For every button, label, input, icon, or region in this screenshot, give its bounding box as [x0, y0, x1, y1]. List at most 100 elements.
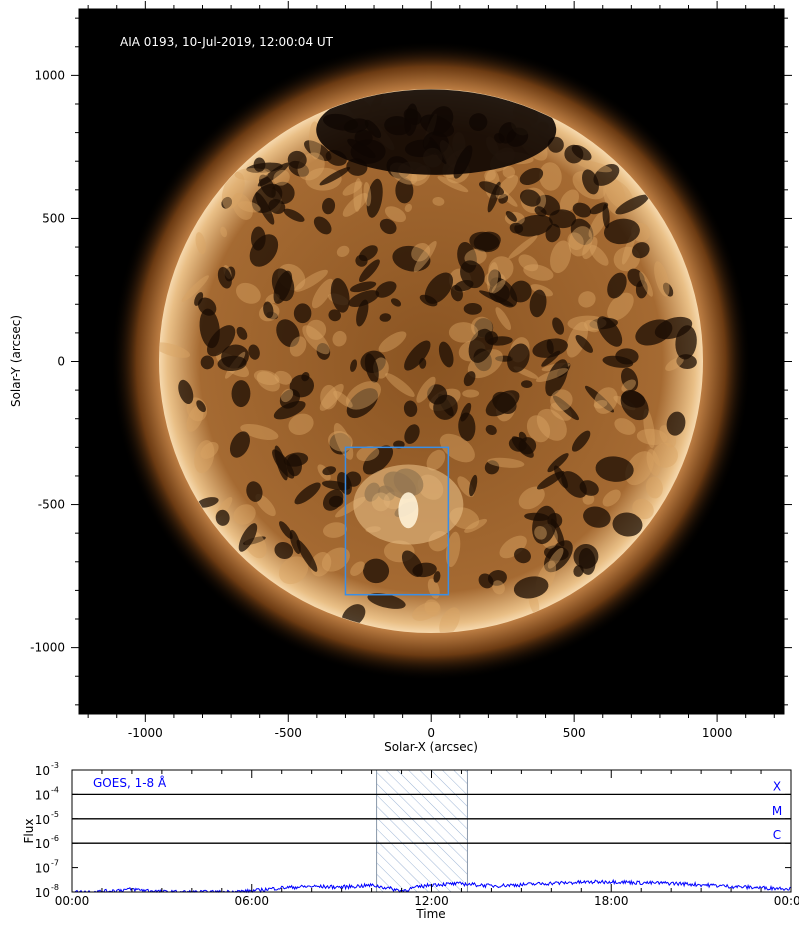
x-tick-label: 00:00 — [774, 894, 799, 908]
dark-region — [575, 335, 593, 353]
bright-region — [602, 489, 621, 507]
bright-region — [220, 226, 228, 238]
bright-region — [186, 404, 204, 432]
image-axes-ticks: -1000 -500 0 500 1000 -1000 -500 0 500 1000 — [30, 1, 792, 740]
dark-region — [424, 272, 454, 304]
goes-ylabel: Flux — [22, 819, 36, 844]
bright-region — [322, 522, 347, 538]
dark-region — [229, 431, 250, 458]
x-tick-label: 500 — [563, 726, 586, 740]
dark-region — [513, 576, 549, 599]
dark-region — [520, 380, 533, 388]
dark-region — [498, 193, 509, 204]
dark-region — [505, 211, 517, 222]
flare-class-label: C — [773, 828, 781, 842]
dark-region — [632, 242, 650, 259]
x-tick-label: -1000 — [128, 726, 163, 740]
dark-region — [603, 218, 640, 245]
dark-region — [438, 341, 454, 368]
image-title: AIA 0193, 10-Jul-2019, 12:00:04 UT — [120, 35, 334, 49]
dark-region — [236, 326, 248, 340]
dark-region — [433, 571, 441, 583]
bright-region — [484, 169, 496, 181]
dark-region — [199, 308, 220, 349]
dark-region — [268, 199, 286, 214]
bright-region — [345, 381, 382, 410]
bright-region — [594, 387, 618, 414]
bright-region — [499, 535, 527, 559]
dark-region — [362, 445, 394, 475]
dark-region — [532, 505, 557, 545]
dark-region — [403, 400, 418, 417]
bright-region — [539, 162, 562, 191]
dark-region — [231, 380, 251, 408]
flare-class-label: M — [772, 804, 782, 818]
bright-region — [448, 322, 479, 343]
bright-region — [589, 244, 609, 266]
y-tick-exponent: -3 — [51, 761, 59, 770]
y-tick-exponent: -4 — [51, 785, 59, 794]
y-tick-label: 10 — [35, 837, 50, 851]
dark-region — [589, 202, 609, 215]
dark-region — [468, 328, 494, 363]
y-tick-exponent: -7 — [51, 859, 59, 868]
dark-region — [274, 445, 288, 481]
bright-region — [412, 601, 441, 621]
dark-region — [620, 389, 649, 421]
bright-region — [654, 261, 670, 297]
dark-region — [572, 202, 592, 218]
bright-region — [320, 384, 338, 410]
dark-region — [401, 550, 423, 577]
bright-region — [432, 196, 445, 206]
dark-region — [379, 218, 397, 235]
flare-class-levels: XMC — [72, 779, 791, 844]
bright-region — [194, 440, 215, 474]
dark-region — [419, 294, 438, 307]
dark-region — [196, 400, 206, 413]
dark-region — [238, 523, 258, 552]
bright-region — [336, 245, 350, 258]
dark-region — [273, 400, 306, 420]
y-tick-label: 10 — [35, 764, 50, 778]
bright-region — [353, 178, 363, 212]
dark-region — [597, 316, 623, 347]
bright-region — [607, 292, 634, 321]
bright-region — [502, 165, 516, 179]
dark-region — [296, 539, 318, 572]
bright-region — [625, 451, 654, 486]
dark-region — [478, 573, 494, 589]
disk-features — [159, 89, 697, 633]
dark-region — [316, 342, 331, 360]
dark-region — [553, 465, 568, 489]
bright-region — [278, 556, 309, 585]
dark-region — [541, 350, 561, 367]
dark-region — [615, 194, 649, 215]
bright-region — [404, 203, 413, 212]
bright-region — [523, 264, 554, 281]
dark-region — [178, 379, 194, 405]
dark-region — [375, 281, 397, 298]
bright-region — [445, 531, 461, 568]
dark-region — [571, 430, 591, 452]
bright-region — [288, 413, 314, 435]
bright-region — [181, 275, 209, 302]
dark-region — [263, 301, 274, 319]
dark-region — [349, 281, 377, 293]
bright-region — [273, 169, 290, 186]
bright-region — [576, 160, 613, 173]
dark-region — [217, 355, 247, 372]
dark-region — [259, 174, 276, 198]
dark-region — [675, 325, 697, 360]
bright-region — [427, 578, 440, 599]
dark-region — [366, 178, 383, 218]
bright-region — [235, 282, 261, 304]
dark-region — [602, 203, 610, 229]
bright-region — [462, 389, 480, 398]
dark-region — [454, 280, 474, 292]
bright-region — [491, 279, 506, 294]
bright-region — [319, 383, 344, 411]
dark-region — [573, 543, 599, 569]
bright-region — [536, 408, 567, 441]
dark-region — [584, 385, 615, 413]
